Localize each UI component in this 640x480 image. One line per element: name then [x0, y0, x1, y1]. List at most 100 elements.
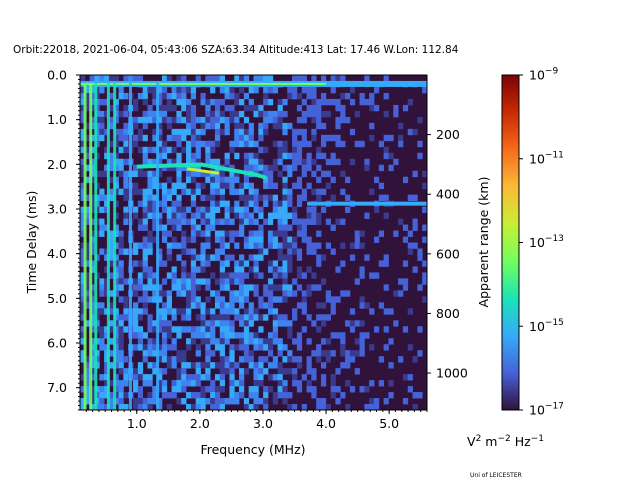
heatmap-cell [248, 320, 254, 327]
heatmap-cell [393, 290, 399, 297]
heatmap-cell [89, 194, 95, 202]
heatmap-cell [171, 284, 177, 291]
heatmap-cell [248, 86, 254, 94]
heatmap-cell [229, 392, 235, 399]
heatmap-cell [258, 212, 264, 219]
heatmap-cell [402, 260, 409, 267]
heatmap-cell [224, 302, 230, 309]
heatmap-cell [137, 386, 144, 393]
heatmap-cell [340, 116, 346, 124]
heatmap-cell [354, 230, 360, 237]
heatmap-cell [248, 158, 254, 166]
heatmap-cell [123, 374, 129, 381]
heatmap-cell [272, 320, 278, 327]
heatmap-cell [205, 224, 211, 231]
heatmap-cell [113, 164, 119, 172]
heatmap-cell [267, 278, 274, 285]
heatmap-cell [181, 386, 187, 393]
heatmap-cell [311, 320, 317, 327]
heatmap-cell [157, 320, 163, 327]
heatmap-cell [214, 302, 221, 309]
heatmap-cell [205, 140, 211, 148]
heatmap-cell [214, 254, 221, 261]
heatmap-cell [123, 182, 129, 190]
heatmap-cell [195, 362, 201, 369]
heatmap-cell [287, 254, 293, 261]
heatmap-cell [277, 368, 283, 375]
heatmap-cell [287, 332, 293, 339]
heatmap-cell [157, 218, 163, 225]
heatmap-cell [287, 326, 293, 333]
colorbar [501, 74, 520, 411]
heatmap-cell [219, 344, 225, 351]
heatmap-cell [258, 338, 264, 345]
heatmap-cell [157, 326, 163, 333]
heatmap-cell [316, 176, 322, 184]
heatmap-cell [234, 392, 240, 399]
heatmap-cell [258, 158, 264, 166]
heatmap-cell [258, 248, 264, 255]
heatmap-cell [195, 302, 201, 309]
heatmap-cell [383, 254, 389, 261]
heatmap-cell [229, 398, 235, 405]
heatmap-cell [277, 392, 283, 399]
heatmap-cell [229, 218, 235, 225]
heatmap-cell [296, 182, 303, 190]
heatmap-cell [422, 206, 427, 213]
x-tick-label: 5.0 [379, 416, 399, 431]
heatmap-cell [80, 104, 86, 112]
heatmap-cell [205, 212, 211, 219]
heatmap-cell [330, 98, 336, 106]
heatmap-cell [89, 260, 95, 267]
heatmap-cell [301, 188, 307, 196]
heatmap-cell [190, 104, 197, 112]
heatmap-cell [234, 296, 240, 303]
heatmap-cell [99, 86, 105, 94]
heatmap-cell [118, 92, 124, 100]
heatmap-cell [383, 110, 389, 118]
heatmap-cell [224, 86, 230, 94]
heatmap-cell [258, 134, 264, 142]
heatmap-cell [152, 212, 158, 219]
heatmap-cell [210, 392, 216, 399]
heatmap-cell [171, 158, 177, 166]
heatmap-cell [142, 404, 148, 410]
heatmap-cell [243, 134, 250, 142]
heatmap-cell [287, 350, 293, 357]
heatmap-cell [171, 314, 177, 321]
heatmap-cell [176, 116, 182, 124]
heatmap-cell [422, 260, 427, 267]
heatmap-cell [84, 302, 91, 309]
heatmap-cell [340, 242, 346, 249]
heatmap-cell [243, 332, 250, 339]
heatmap-cell [267, 98, 274, 106]
heatmap-cell [108, 75, 115, 82]
heatmap-cell [248, 386, 254, 393]
heatmap-cell [152, 116, 158, 124]
heatmap-cell [258, 164, 264, 172]
heatmap-cell [253, 206, 259, 213]
heatmap-cell [80, 128, 86, 136]
heatmap-cell [210, 398, 216, 405]
heatmap-cell [123, 212, 129, 219]
heatmap-cell [296, 386, 303, 393]
heatmap-cell [306, 164, 312, 172]
heatmap-cell [272, 122, 278, 130]
heatmap-cell [152, 200, 158, 208]
heatmap-cell [239, 212, 245, 219]
heatmap-cell [118, 320, 124, 327]
heatmap-cell [205, 176, 211, 184]
heatmap-cell [248, 104, 254, 112]
heatmap-cell [234, 170, 240, 178]
heatmap-cell [152, 386, 158, 393]
heatmap-cell [306, 368, 312, 375]
heatmap-cell [118, 146, 124, 154]
heatmap-cell [378, 182, 385, 190]
y-tick-label: 6.0 [47, 336, 67, 351]
heatmap-cell [200, 116, 206, 124]
heatmap-cell [195, 350, 201, 357]
heatmap-cell [340, 332, 346, 339]
heatmap-cell [142, 134, 148, 142]
heatmap-cell [181, 116, 187, 124]
heatmap-cell [157, 92, 163, 100]
